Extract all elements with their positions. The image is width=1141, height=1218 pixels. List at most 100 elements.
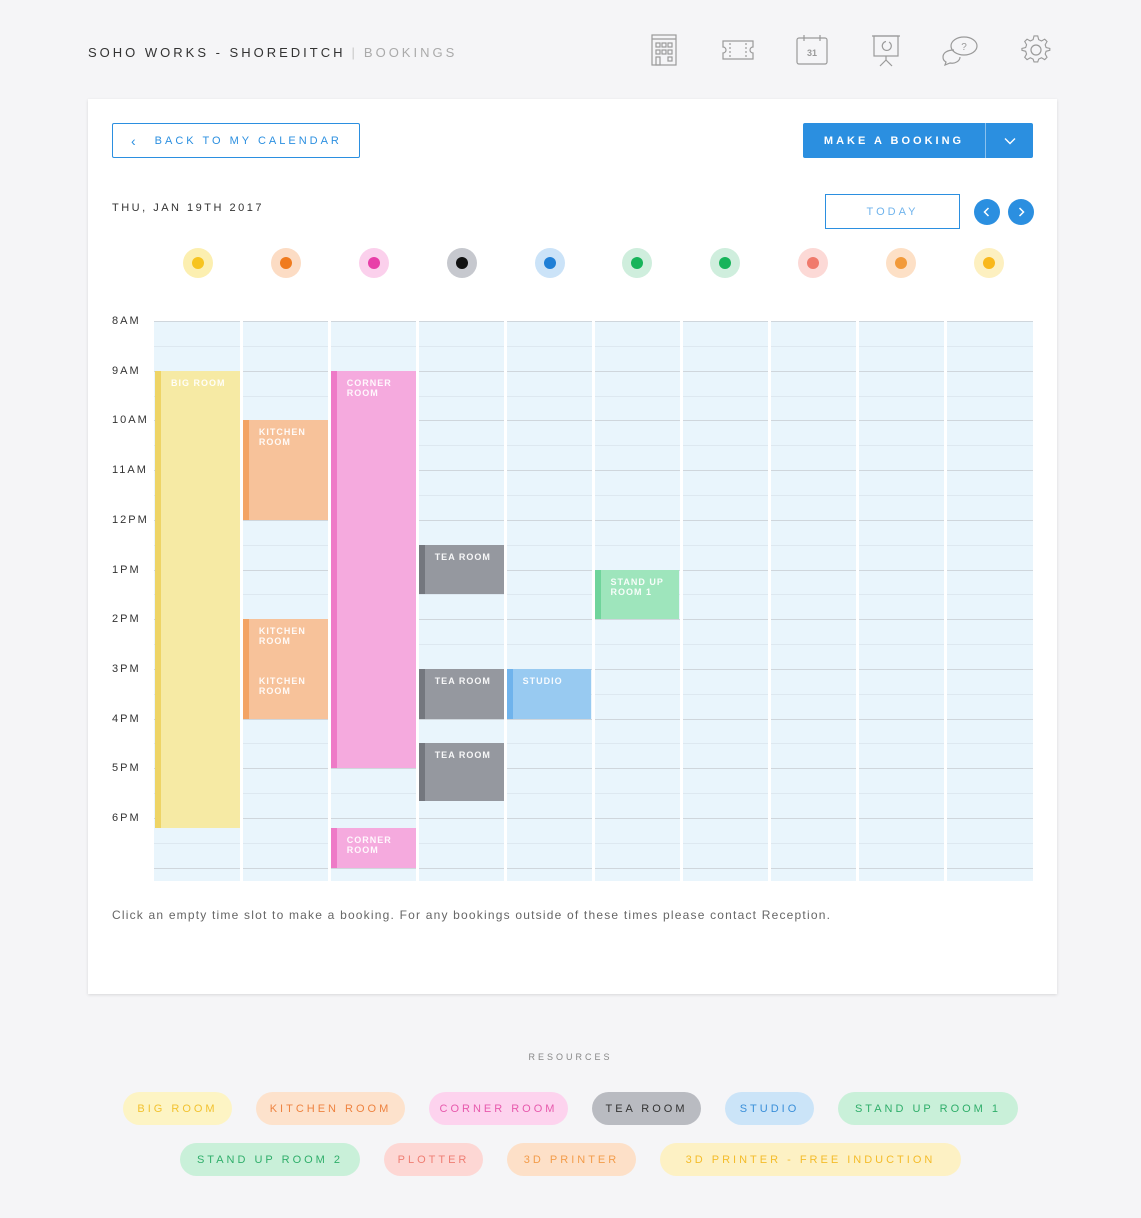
booking-event[interactable]: TEA ROOM: [418, 544, 504, 595]
help-chat-icon[interactable]: ?: [940, 30, 980, 70]
booking-time-grid[interactable]: BIG ROOM KITCHEN ROOM KITCHEN ROOM KITCHEN …: [154, 321, 1033, 881]
today-button[interactable]: TODAY: [825, 194, 960, 229]
next-day-button[interactable]: [1008, 199, 1034, 225]
resource-dot-color: [455, 257, 468, 269]
resource-dot-color: [543, 257, 556, 269]
resource-pill[interactable]: KITCHEN ROOM: [256, 1092, 405, 1125]
building-icon[interactable]: [644, 30, 684, 70]
ticket-icon[interactable]: [718, 30, 758, 70]
make-booking-button[interactable]: MAKE A BOOKING: [803, 123, 986, 158]
presentation-icon[interactable]: [866, 30, 906, 70]
resource-dot[interactable]: [622, 248, 653, 278]
resource-pill[interactable]: 3D PRINTER - FREE INDUCTION: [660, 1143, 961, 1176]
time-label: 1PM: [112, 563, 141, 576]
chevron-left-icon: ‹: [131, 132, 139, 149]
resource-pill[interactable]: TEA ROOM: [592, 1092, 701, 1125]
booking-event-accent: [242, 668, 249, 719]
make-booking-dropdown-button[interactable]: [986, 123, 1033, 158]
booking-event[interactable]: KITCHEN ROOM: [242, 619, 328, 669]
time-label: 5PM: [112, 762, 141, 775]
booking-event-accent: [330, 370, 337, 769]
resource-pill[interactable]: PLOTTER: [384, 1143, 483, 1176]
column-divider: [592, 321, 595, 881]
resource-pill[interactable]: STAND UP ROOM 1: [838, 1092, 1018, 1125]
booking-event-accent: [242, 619, 249, 669]
calendar-icon[interactable]: 31: [792, 30, 832, 70]
booking-event[interactable]: CORNER ROOM: [330, 827, 416, 868]
booking-event-label: KITCHEN ROOM: [258, 626, 306, 647]
time-label: 6PM: [112, 812, 141, 824]
selected-date: THU, JAN 19TH 2017: [112, 202, 264, 214]
booking-event[interactable]: STUDIO: [506, 668, 592, 719]
booking-event-accent: [242, 420, 249, 520]
resource-dot[interactable]: [710, 248, 741, 278]
column-divider: [679, 321, 683, 881]
resource-pill[interactable]: BIG ROOM: [123, 1092, 232, 1125]
resource-dot-color: [895, 257, 908, 269]
booking-card: ‹ BACK TO MY CALENDAR MAKE A BOOKING THU…: [88, 99, 1057, 994]
resource-dot-color: [367, 257, 380, 269]
column-divider: [767, 321, 771, 881]
resource-pill[interactable]: STAND UP ROOM 2: [180, 1143, 360, 1176]
booking-event[interactable]: TEA ROOM: [418, 668, 504, 719]
resource-pill[interactable]: 3D PRINTER: [507, 1143, 636, 1176]
time-label: 12PM: [112, 513, 149, 526]
booking-event-label: TEA ROOM: [434, 750, 491, 761]
booking-event-accent: [418, 668, 425, 719]
make-booking-button-group: MAKE A BOOKING: [803, 123, 1033, 158]
time-label: 9AM: [112, 364, 141, 377]
booking-event[interactable]: KITCHEN ROOM: [242, 420, 328, 520]
booking-event-label: CORNER ROOM: [346, 834, 392, 855]
booking-event-label: STAND UP ROOM 1: [610, 576, 664, 597]
booking-event-label: BIG ROOM: [171, 377, 226, 388]
booking-event[interactable]: BIG ROOM: [155, 370, 240, 828]
time-label: 3PM: [112, 662, 141, 675]
resource-dot[interactable]: [270, 248, 301, 278]
time-label: 4PM: [112, 712, 141, 725]
column-divider: [328, 321, 332, 881]
chevron-left-icon: [983, 207, 990, 217]
booking-event-label: CORNER ROOM: [346, 377, 392, 398]
booking-event-accent: [418, 743, 425, 801]
calendar-icon-day: 31: [807, 48, 817, 58]
previous-day-button[interactable]: [974, 199, 1000, 225]
booking-event[interactable]: TEA ROOM: [418, 743, 504, 801]
resource-dot[interactable]: [798, 248, 829, 278]
resource-dot[interactable]: [358, 248, 389, 278]
app-name: SOHO WORKS - SHOREDITCH: [88, 45, 346, 60]
resource-dot[interactable]: [182, 248, 213, 278]
title-separator: |: [351, 45, 358, 60]
resource-dot[interactable]: [974, 248, 1005, 278]
booking-event[interactable]: CORNER ROOM: [330, 370, 416, 769]
resource-pill[interactable]: STUDIO: [725, 1092, 814, 1125]
help-icon-mark: ?: [961, 42, 967, 53]
booking-event[interactable]: KITCHEN ROOM: [242, 668, 328, 719]
resource-dot-color: [279, 257, 292, 269]
resource-dot[interactable]: [534, 248, 565, 278]
time-label: 8AM: [112, 315, 141, 327]
booking-event-accent: [594, 569, 601, 620]
booking-hint-text: Click an empty time slot to make a booki…: [112, 908, 832, 922]
chevron-down-icon: [1004, 137, 1015, 144]
back-to-calendar-label: BACK TO MY CALENDAR: [154, 134, 342, 147]
time-label: 2PM: [112, 613, 141, 626]
column-divider: [504, 321, 508, 881]
section-name: BOOKINGS: [363, 45, 458, 60]
resource-pill[interactable]: CORNER ROOM: [429, 1092, 568, 1125]
resource-dot-color: [191, 257, 204, 269]
top-nav-icons: 31 ?: [640, 30, 1060, 70]
booking-event-accent: [418, 544, 425, 595]
booking-event-accent: [330, 827, 337, 868]
resource-dot[interactable]: [886, 248, 917, 278]
booking-event-label: TEA ROOM: [434, 551, 491, 562]
chevron-right-icon: [1018, 207, 1025, 217]
column-divider: [240, 321, 244, 881]
back-to-calendar-button[interactable]: ‹ BACK TO MY CALENDAR: [112, 123, 360, 158]
settings-gear-icon[interactable]: [1016, 30, 1056, 70]
time-label: 10AM: [112, 414, 149, 427]
booking-event-label: KITCHEN ROOM: [258, 675, 306, 696]
resource-dot[interactable]: [446, 248, 477, 278]
booking-event[interactable]: STAND UP ROOM 1: [594, 569, 680, 620]
column-divider: [943, 321, 947, 881]
resource-dot-color: [719, 257, 732, 269]
